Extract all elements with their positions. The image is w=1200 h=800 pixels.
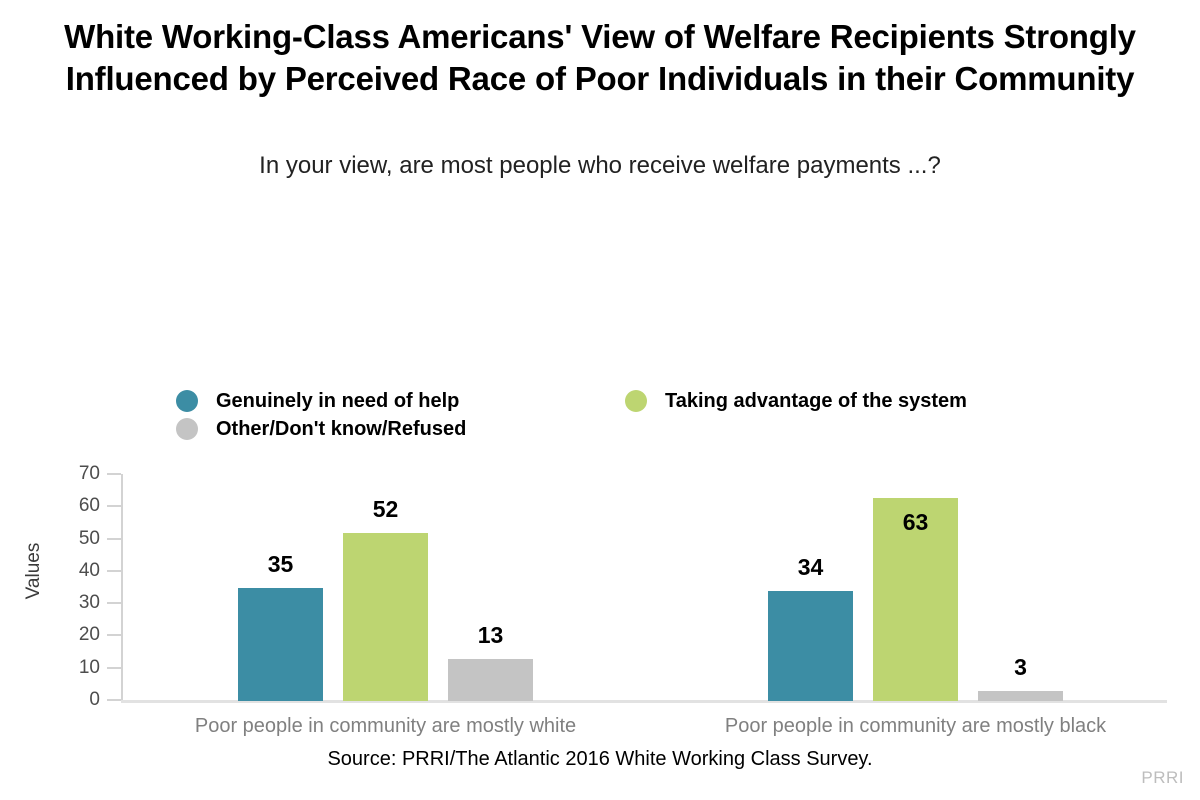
legend-swatch-icon-genuinely-in-need — [176, 390, 198, 412]
bar[interactable] — [238, 588, 323, 701]
legend-swatch-icon-other — [176, 418, 198, 440]
chart-title: White Working-Class Americans' View of W… — [64, 18, 1136, 97]
bar[interactable] — [768, 591, 853, 701]
y-tick-50 — [107, 537, 121, 540]
chart-subtitle: In your view, are most people who receiv… — [259, 152, 941, 179]
legend-label-genuinely-in-need: Genuinely in need of help — [216, 390, 460, 412]
y-tick-40 — [107, 569, 121, 572]
bar[interactable] — [343, 533, 428, 701]
y-tick-0 — [107, 699, 121, 701]
prri-watermark: PRRI — [1141, 768, 1184, 787]
legend-item-taking-advantage[interactable]: Taking advantage of the system — [625, 390, 967, 412]
bar-value-label: 52 — [372, 496, 399, 523]
y-tick-20 — [107, 634, 121, 637]
legend-label-other: Other/Don't know/Refused — [216, 418, 467, 440]
legend-swatch-icon-taking-advantage — [625, 390, 647, 412]
chart-legend: Genuinely in need of help Taking advanta… — [176, 390, 1076, 452]
x-category-label: Poor people in community are mostly whit… — [194, 715, 577, 737]
bars-layer — [238, 497, 1063, 701]
bar-value-label: 13 — [477, 622, 504, 649]
y-tick-label-30: 30 — [78, 592, 100, 614]
bar-value-label: 35 — [267, 551, 294, 577]
legend-label-taking-advantage: Taking advantage of the system — [665, 390, 967, 412]
y-tick-60 — [107, 505, 121, 508]
y-tick-label-10: 10 — [78, 656, 100, 678]
x-axis-baseline — [121, 700, 1167, 703]
x-category-label: Poor people in community are mostly blac… — [724, 715, 1107, 737]
bar[interactable] — [873, 497, 958, 701]
legend-item-genuinely-in-need[interactable]: Genuinely in need of help — [176, 390, 459, 412]
y-tick-label-40: 40 — [78, 559, 100, 581]
y-tick-label-60: 60 — [78, 495, 100, 517]
y-tick-label-50: 50 — [78, 527, 100, 549]
legend-item-other[interactable]: Other/Don't know/Refused — [176, 418, 466, 440]
y-tick-label-0: 0 — [89, 689, 100, 710]
source-note: Source: PRRI/The Atlantic 2016 White Wor… — [327, 748, 873, 770]
y-tick-30 — [107, 602, 121, 605]
bar-value-label: 63 — [902, 508, 929, 535]
y-axis-line — [121, 474, 123, 701]
bar[interactable] — [448, 659, 533, 701]
bar-value-label: 34 — [797, 554, 824, 581]
bar[interactable] — [978, 691, 1063, 701]
y-tick-label-70: 70 — [78, 463, 100, 484]
bar-value-label: 3 — [1014, 654, 1027, 681]
y-tick-70 — [107, 473, 121, 475]
y-tick-10 — [107, 666, 121, 669]
y-tick-label-20: 20 — [78, 624, 100, 646]
